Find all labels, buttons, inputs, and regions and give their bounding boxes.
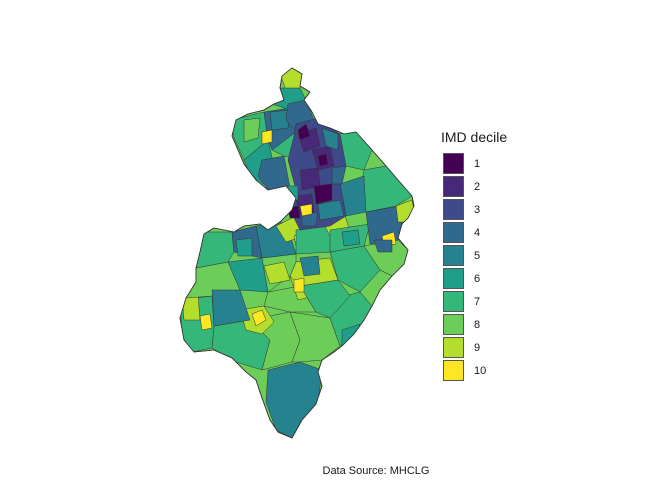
legend-item-6: 6: [441, 267, 507, 290]
area: [243, 117, 261, 143]
legend-items: 1 2 3 4 5 6 7 8 9 10: [441, 152, 507, 382]
legend-label: 6: [474, 272, 481, 285]
area: [295, 225, 333, 255]
area: [321, 127, 339, 151]
legend: IMD decile 1 2 3 4 5 6 7 8 9 10: [441, 128, 507, 382]
region-border: [179, 67, 415, 439]
area: [263, 261, 291, 285]
area: [181, 293, 201, 321]
area: [331, 165, 347, 185]
legend-swatch: [443, 153, 464, 174]
legend-swatch: [443, 176, 464, 197]
legend-item-8: 8: [441, 313, 507, 336]
legend-label: 8: [474, 318, 481, 331]
legend-item-4: 4: [441, 221, 507, 244]
legend-swatch: [443, 360, 464, 381]
area: [261, 129, 273, 145]
legend-swatch: [443, 199, 464, 220]
legend-label: 2: [474, 180, 481, 193]
area: [297, 123, 311, 141]
legend-swatch: [443, 245, 464, 266]
legend-label: 10: [474, 364, 487, 377]
legend-label: 7: [474, 295, 481, 308]
legend-title: IMD decile: [441, 129, 508, 145]
data-source-caption: Data Source: MHCLG: [322, 465, 430, 477]
legend-item-3: 3: [441, 198, 507, 221]
area: [299, 203, 313, 217]
area: [313, 183, 333, 205]
legend-swatch: [443, 337, 464, 358]
legend-label: 5: [474, 249, 481, 262]
area: [317, 153, 329, 167]
area: [341, 229, 361, 247]
legend-label: 1: [474, 157, 481, 170]
area: [269, 109, 291, 131]
area: [293, 277, 305, 293]
area: [211, 289, 251, 327]
area: [373, 239, 393, 253]
area: [317, 199, 345, 221]
area: [235, 237, 253, 257]
legend-item-1: 1: [441, 152, 507, 175]
legend-item-10: 10: [441, 359, 507, 382]
area: [251, 309, 267, 327]
legend-item-2: 2: [441, 175, 507, 198]
legend-label: 3: [474, 203, 481, 216]
legend-label: 9: [474, 341, 481, 354]
legend-item-9: 9: [441, 336, 507, 359]
legend-item-5: 5: [441, 244, 507, 267]
legend-swatch: [443, 291, 464, 312]
area: [301, 211, 319, 227]
area: [299, 255, 321, 277]
legend-swatch: [443, 314, 464, 335]
legend-swatch: [443, 268, 464, 289]
area: [199, 313, 213, 331]
legend-swatch: [443, 222, 464, 243]
legend-item-7: 7: [441, 290, 507, 313]
legend-label: 4: [474, 226, 481, 239]
